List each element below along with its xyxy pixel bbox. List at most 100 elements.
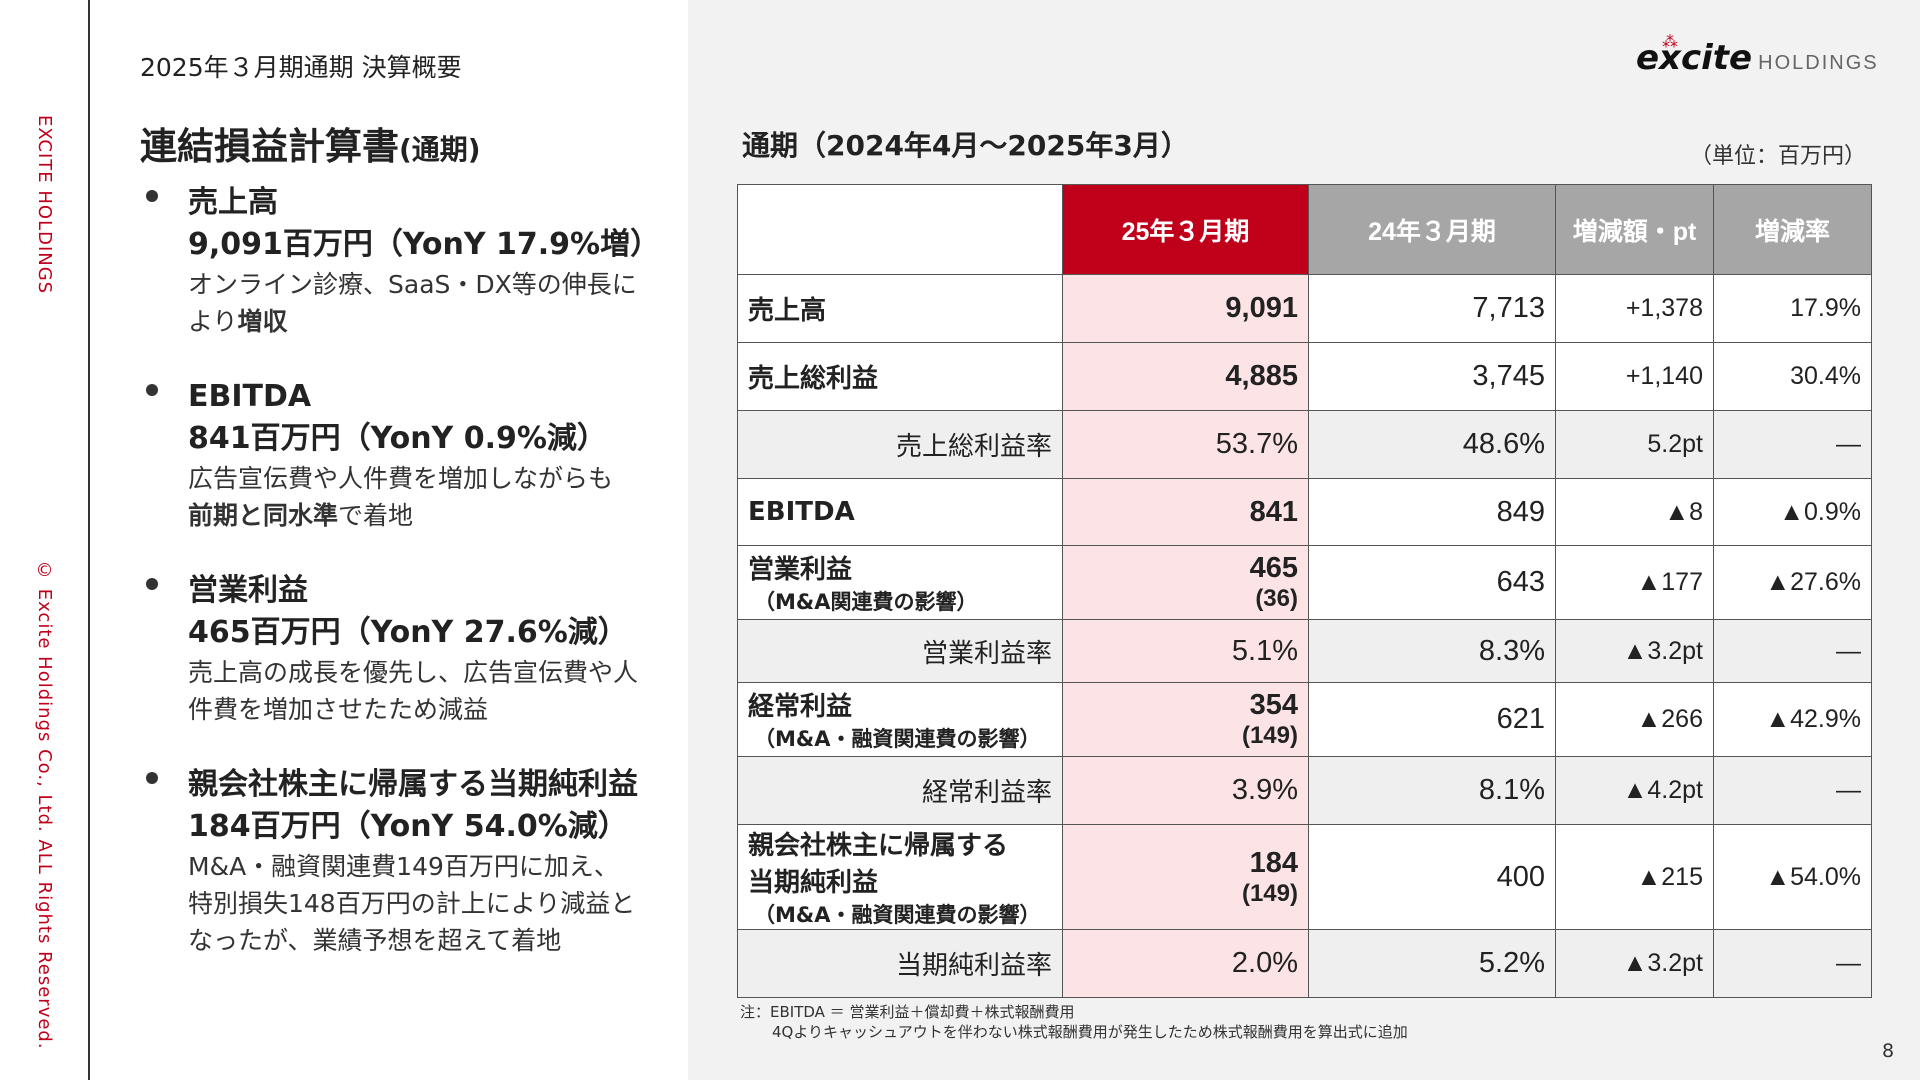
current-value: 184 <box>1249 846 1298 879</box>
header-current-year: 25年３月期 <box>1062 184 1309 275</box>
change-rate: ▲0.9% <box>1713 478 1872 546</box>
row-label-note: （M&A・融資関連費の影響） <box>754 903 1041 927</box>
previous-value: 8.3% <box>1308 619 1556 683</box>
previous-value: 7,713 <box>1308 274 1556 343</box>
bullet-dot <box>146 772 158 784</box>
bullet-desc-emphasis: 前期と同水準 <box>188 501 339 530</box>
current-value-cell: 184 (149) <box>1062 824 1309 930</box>
bullet-dot <box>146 384 158 396</box>
table-row: 営業利益 （M&A関連費の影響） 465 (36) 643 ▲177 ▲27.6% <box>737 545 1872 620</box>
table-row: 親会社株主に帰属する 当期純利益 （M&A・融資関連費の影響） 184 (149) 4… <box>737 824 1872 930</box>
change-amount: +1,378 <box>1555 274 1714 343</box>
table-row-ratio: 当期純利益率 2.0% 5.2% ▲3.2pt ― <box>737 929 1872 998</box>
current-value: 354 <box>1249 689 1298 721</box>
header-previous-year: 24年３月期 <box>1308 184 1556 275</box>
current-value-cell: 354 (149) <box>1062 682 1309 757</box>
bullet-desc: 前期と同水準で着地 <box>188 497 666 534</box>
current-value: 465 <box>1249 552 1298 584</box>
footnote: 注：EBITDA ＝ 営業利益＋償却費＋株式報酬費用 4Qよりキャッシュアウトを… <box>740 1002 1408 1042</box>
bullet-net-income: 親会社株主に帰属する当期純利益 184百万円（YonY 54.0%減） M&A・… <box>146 764 666 959</box>
change-amount: ▲215 <box>1555 824 1714 930</box>
row-label: 親会社株主に帰属する <box>748 831 1009 861</box>
change-rate: ― <box>1713 410 1872 479</box>
row-label: 当期純利益率 <box>737 929 1063 998</box>
page-number: 8 <box>1882 1040 1895 1062</box>
bullet-desc: 売上高の成長を優先し、広告宣伝費や人 <box>188 658 639 687</box>
bullet-value: 465百万円（YonY 27.6%減） <box>188 615 628 650</box>
bullet-operating-income: 営業利益 465百万円（YonY 27.6%減） 売上高の成長を優先し、広告宣伝… <box>146 570 666 728</box>
previous-value: 621 <box>1308 682 1556 757</box>
unit-label: （単位：百万円） <box>1690 144 1867 169</box>
current-value-cell: 465 (36) <box>1062 545 1309 620</box>
logo-brand: excite <box>1636 38 1753 78</box>
page-title: 連結損益計算書(通期) <box>140 116 481 170</box>
table-row: 売上高 9,091 7,713 +1,378 17.9% <box>737 274 1872 343</box>
side-company-label: EXCITE HOLDINGS <box>34 115 55 295</box>
previous-value: 48.6% <box>1308 410 1556 479</box>
row-label-cell: 経常利益 （M&A・融資関連費の影響） <box>737 682 1063 757</box>
row-label-note: （M&A・融資関連費の影響） <box>754 727 1041 751</box>
summary-panel <box>90 0 688 1080</box>
row-label: 営業利益 <box>748 555 853 585</box>
bullet-value: 9,091百万円（YonY 17.9%増） <box>188 227 661 262</box>
row-label: 営業利益率 <box>737 619 1063 683</box>
footnote-line: 4Qよりキャッシュアウトを伴わない株式報酬費用が発生したため株式報酬費用を算出式… <box>772 1023 1408 1041</box>
side-bar: EXCITE HOLDINGS © Excite Holdings Co., L… <box>0 0 90 1080</box>
logo-spark-icon: ⁂ <box>1662 32 1678 51</box>
bullet-desc: 広告宣伝費や人件費を増加しながらも <box>188 464 614 493</box>
bullet-dot <box>146 190 158 202</box>
previous-value: 643 <box>1308 545 1556 620</box>
bullet-sales: 売上高 9,091百万円（YonY 17.9%増） オンライン診療、SaaS・D… <box>146 182 666 340</box>
change-rate: ― <box>1713 929 1872 998</box>
row-label-note: （M&A関連費の影響） <box>754 590 978 614</box>
previous-value: 849 <box>1308 478 1556 546</box>
change-rate: ― <box>1713 619 1872 683</box>
change-amount: 5.2pt <box>1555 410 1714 479</box>
table-row-ratio: 経常利益率 3.9% 8.1% ▲4.2pt ― <box>737 756 1872 825</box>
change-amount: ▲3.2pt <box>1555 929 1714 998</box>
change-rate: 30.4% <box>1713 342 1872 411</box>
bullet-title: 親会社株主に帰属する当期純利益 <box>188 767 638 802</box>
bullet-desc: なったが、業績予想を超えて着地 <box>188 926 562 955</box>
current-value: 9,091 <box>1062 274 1309 343</box>
change-amount: ▲3.2pt <box>1555 619 1714 683</box>
row-label: 経常利益 <box>748 692 853 722</box>
side-copyright: © Excite Holdings Co., Ltd. ALL Rights R… <box>34 560 55 1050</box>
current-value: 53.7% <box>1062 410 1309 479</box>
period-title: 通期（2024年4月～2025年3月） <box>742 129 1189 162</box>
excite-logo: ⁂ excite HOLDINGS <box>1636 32 1879 88</box>
bullet-title: 売上高 <box>188 185 278 220</box>
current-value: 5.1% <box>1062 619 1309 683</box>
bullet-value: 841百万円（YonY 0.9%減） <box>188 421 607 456</box>
previous-value: 8.1% <box>1308 756 1556 825</box>
change-amount: ▲266 <box>1555 682 1714 757</box>
row-label: 売上総利益率 <box>737 410 1063 479</box>
table-header-row: 25年３月期 24年３月期 増減額・pt 増減率 <box>737 184 1872 275</box>
previous-value: 5.2% <box>1308 929 1556 998</box>
row-label: 売上高 <box>737 274 1063 343</box>
bullet-desc: 件費を増加させたため減益 <box>188 695 489 724</box>
table-row: 売上総利益 4,885 3,745 +1,140 30.4% <box>737 342 1872 411</box>
income-statement-table: 25年３月期 24年３月期 増減額・pt 増減率 売上高 9,091 7,713… <box>737 184 1872 998</box>
header-change-amount: 増減額・pt <box>1555 184 1714 275</box>
current-value-note: (36) <box>1255 585 1298 612</box>
bullet-desc-emphasis: 増収 <box>237 307 288 336</box>
current-value: 4,885 <box>1062 342 1309 411</box>
bullet-dot <box>146 578 158 590</box>
row-label-line2: 当期純利益 <box>748 868 879 898</box>
change-amount: ▲8 <box>1555 478 1714 546</box>
change-rate: ― <box>1713 756 1872 825</box>
change-amount: ▲177 <box>1555 545 1714 620</box>
row-label: 経常利益率 <box>737 756 1063 825</box>
bullet-desc: オンライン診療、SaaS・DX等の伸長に <box>188 270 637 299</box>
slide-kicker: 2025年３月期通期 決算概要 <box>140 53 462 82</box>
row-label: EBITDA <box>737 478 1063 546</box>
bullet-desc: より増収 <box>188 303 666 340</box>
bullet-list: 売上高 9,091百万円（YonY 17.9%増） オンライン診療、SaaS・D… <box>146 182 666 995</box>
change-amount: +1,140 <box>1555 342 1714 411</box>
bullet-desc: 特別損失148百万円の計上により減益と <box>188 889 636 918</box>
row-label: 売上総利益 <box>737 342 1063 411</box>
bullet-title: EBITDA <box>188 379 312 414</box>
bullet-desc-text: で着地 <box>338 501 414 530</box>
current-value: 841 <box>1062 478 1309 546</box>
